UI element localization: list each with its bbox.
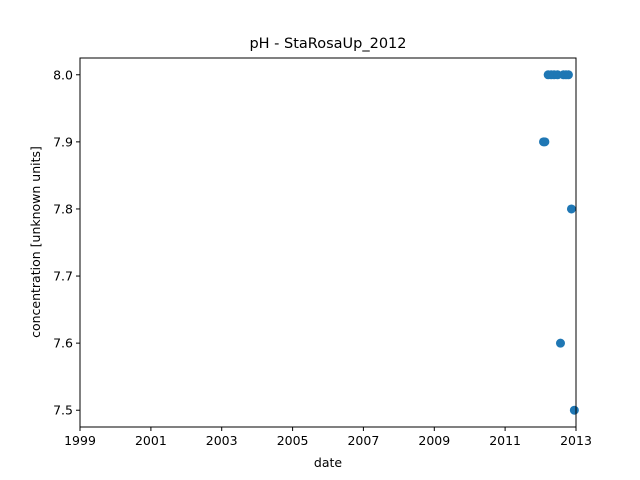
x-tick-label: 2011 xyxy=(489,433,521,448)
x-tick-label: 2007 xyxy=(347,433,379,448)
y-tick-label: 8.0 xyxy=(53,67,73,82)
data-point xyxy=(555,338,565,348)
x-axis: 1999 2001 2003 2005 2007 2009 2011 2013 xyxy=(64,427,592,448)
y-tick-label: 7.7 xyxy=(53,269,73,284)
x-tick-label: 2001 xyxy=(135,433,167,448)
y-axis: 7.5 7.6 7.7 7.8 7.9 8.0 xyxy=(53,67,80,418)
x-tick-label: 2005 xyxy=(277,433,309,448)
y-axis-label: concentration [unknown units] xyxy=(28,146,43,338)
x-tick-label: 2009 xyxy=(418,433,450,448)
data-point xyxy=(540,137,550,147)
y-tick-label: 7.5 xyxy=(53,403,73,418)
x-tick-label: 2003 xyxy=(206,433,238,448)
data-point xyxy=(563,70,573,80)
y-tick-label: 7.9 xyxy=(53,134,73,149)
y-tick-label: 7.8 xyxy=(53,201,73,216)
x-tick-label: 1999 xyxy=(64,433,96,448)
plot-area xyxy=(539,70,579,415)
x-tick-label: 2013 xyxy=(560,433,592,448)
data-point xyxy=(569,405,579,415)
axes-frame xyxy=(79,57,577,428)
y-tick-label: 7.6 xyxy=(53,336,73,351)
data-point xyxy=(566,204,576,214)
chart-title: pH - StaRosaUp_2012 xyxy=(249,36,406,52)
x-axis-label: date xyxy=(314,455,342,470)
